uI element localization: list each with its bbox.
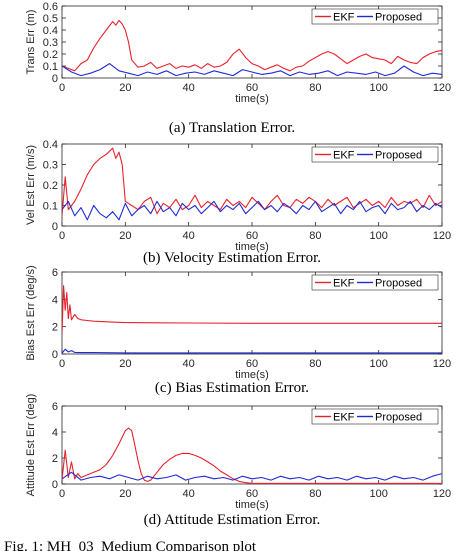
x-tick-label: 40: [183, 230, 195, 242]
x-tick-label: 80: [309, 82, 321, 94]
y-tick-label: 6: [52, 267, 58, 279]
x-tick-label: 0: [59, 358, 65, 370]
legend-label-ekf: EKF: [333, 12, 355, 24]
x-tick-label: 80: [309, 358, 321, 370]
legend-label-ekf: EKF: [333, 278, 355, 290]
x-tick-label: 20: [119, 358, 131, 370]
y-tick-label: 0.4: [43, 139, 58, 151]
x-tick-label: 40: [183, 82, 195, 94]
x-tick-label: 100: [369, 358, 387, 370]
series-line-ekf: [62, 285, 442, 334]
chart-caption: (d) Attitude Estimation Error.: [144, 512, 321, 528]
y-tick-label: 4: [52, 294, 58, 306]
x-tick-label: 60: [246, 230, 258, 242]
chart-panel-3: 0 20 40 60 80 100 120 0 2 4 6 time(s) Bias Est Err (…: [25, 265, 451, 396]
legend-box: [311, 146, 439, 163]
x-tick-label: 80: [309, 230, 321, 242]
legend-label-ekf: EKF: [333, 412, 355, 424]
y-tick-label: 6: [52, 401, 58, 413]
y-tick-label: 0.2: [43, 180, 58, 192]
y-tick-label: 2: [52, 453, 58, 465]
legend-box: [311, 8, 439, 25]
series-line-ekf: [62, 19, 442, 72]
legend-box: [311, 274, 439, 291]
y-tick-label: 0: [52, 221, 58, 233]
y-tick-label: 0.3: [43, 37, 58, 49]
x-tick-label: 40: [183, 488, 195, 500]
x-tick-label: 120: [433, 82, 451, 94]
chart-caption: (c) Bias Estimation Error.: [155, 380, 309, 396]
y-tick-label: 0.1: [43, 201, 58, 213]
y-tick-label: 0: [52, 73, 58, 85]
y-axis-label: Vel Est Err (m/s): [25, 145, 37, 225]
x-tick-label: 20: [119, 82, 131, 94]
series-line-proposed: [62, 348, 442, 354]
x-tick-label: 120: [433, 488, 451, 500]
series-line-proposed: [62, 471, 442, 481]
series-line-ekf: [62, 147, 442, 216]
x-tick-label: 120: [433, 358, 451, 370]
y-tick-label: 2: [52, 322, 58, 334]
y-axis-label: Trans Err (m): [25, 10, 37, 75]
x-tick-label: 20: [119, 488, 131, 500]
x-tick-label: 60: [246, 358, 258, 370]
chart-panel-2: 0 20 40 60 80 100 120 0 0.1 0.2 0.3 0.4 time(s) Vel E…: [25, 139, 451, 266]
y-tick-label: 4: [52, 427, 58, 439]
x-axis-label: time(s): [235, 499, 269, 511]
x-axis-label: time(s): [235, 93, 269, 105]
y-tick-label: 0.6: [43, 1, 58, 13]
chart-panel-1: 0 20 40 60 80 100 120 00.10.20.30.40.50.6 time(s…: [25, 1, 451, 136]
x-tick-label: 0: [59, 488, 65, 500]
legend-label-proposed: Proposed: [375, 412, 422, 424]
y-tick-label: 0: [52, 349, 58, 361]
x-tick-label: 0: [59, 230, 65, 242]
y-tick-label: 0.1: [43, 61, 58, 73]
x-axis-label: time(s): [235, 241, 269, 253]
chart-caption: (a) Translation Error.: [169, 120, 295, 136]
x-tick-label: 0: [59, 82, 65, 94]
figure-caption: Fig. 1: MH_03_Medium Comparison plot: [4, 539, 257, 551]
x-axis-label: time(s): [235, 369, 269, 381]
legend-label-proposed: Proposed: [375, 278, 422, 290]
y-tick-label: 0.3: [43, 160, 58, 172]
x-tick-label: 60: [246, 488, 258, 500]
x-tick-label: 120: [433, 230, 451, 242]
series-line-proposed: [62, 200, 442, 221]
legend-box: [311, 408, 439, 425]
series-line-proposed: [62, 63, 442, 77]
y-axis-label: Bias Est Err (deg/s): [25, 265, 37, 360]
y-tick-label: 0.5: [43, 13, 58, 25]
y-tick-label: 0: [52, 479, 58, 491]
y-axis-label: Attitude Est Err (deg): [25, 394, 37, 497]
chart-panel-4: 0 20 40 60 80 100 120 0 2 4 6 time(s) Attitude Est E…: [25, 394, 451, 528]
x-tick-label: 100: [369, 230, 387, 242]
legend-label-ekf: EKF: [333, 150, 355, 162]
chart-caption: (b) Velocity Estimation Error.: [143, 250, 321, 266]
y-tick-label: 0.4: [43, 25, 58, 37]
series-line-ekf: [62, 427, 442, 484]
legend-label-proposed: Proposed: [375, 150, 422, 162]
x-tick-label: 100: [369, 488, 387, 500]
x-tick-label: 40: [183, 358, 195, 370]
x-tick-label: 100: [369, 82, 387, 94]
y-tick-label: 0.2: [43, 49, 58, 61]
legend-label-proposed: Proposed: [375, 12, 422, 24]
x-tick-label: 80: [309, 488, 321, 500]
x-tick-label: 20: [119, 230, 131, 242]
x-tick-label: 60: [246, 82, 258, 94]
